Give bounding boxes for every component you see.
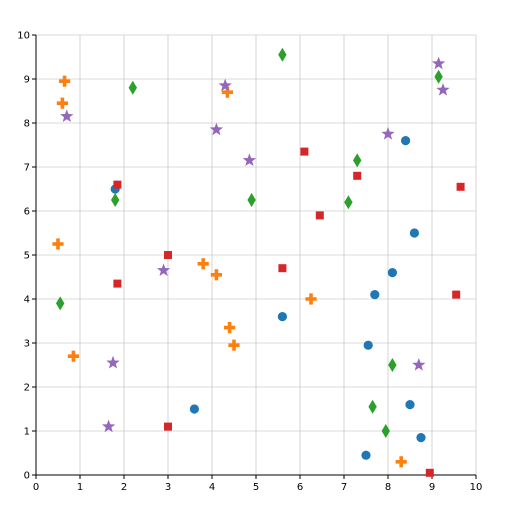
plus-marker bbox=[210, 269, 222, 281]
plus-marker bbox=[52, 238, 64, 250]
diamond-marker bbox=[278, 47, 287, 62]
diamond-marker bbox=[344, 195, 353, 210]
square-marker bbox=[113, 180, 122, 189]
series-diamond bbox=[56, 47, 443, 438]
diamond-marker bbox=[56, 296, 65, 311]
circle-marker bbox=[370, 290, 380, 300]
square-marker bbox=[300, 147, 309, 156]
tick-labels: 0 1 2 3 4 5 6 7 8 9 10 0 1 2 3 4 5 6 7 8 9 10 bbox=[17, 31, 482, 494]
circle-marker bbox=[189, 404, 199, 414]
star-marker bbox=[242, 153, 257, 167]
circle-marker bbox=[405, 400, 415, 410]
square-marker bbox=[315, 211, 324, 220]
circle-marker bbox=[363, 340, 373, 350]
circle-marker bbox=[409, 228, 419, 238]
y-tick-label: 9 bbox=[24, 75, 30, 86]
plus-marker bbox=[305, 293, 317, 305]
diamond-marker bbox=[353, 153, 362, 168]
plus-marker bbox=[395, 456, 407, 468]
plus-marker bbox=[59, 75, 71, 87]
star-marker bbox=[381, 127, 395, 140]
diamond-marker bbox=[247, 193, 256, 207]
y-tick-label: 4 bbox=[24, 295, 30, 306]
circle-marker bbox=[401, 136, 411, 146]
y-tick-label: 6 bbox=[24, 207, 30, 218]
circle-marker bbox=[387, 268, 397, 278]
plus-marker bbox=[221, 86, 233, 98]
series-square bbox=[113, 147, 465, 477]
square-marker bbox=[164, 251, 172, 259]
star-marker bbox=[436, 83, 450, 96]
y-tick-label: 1 bbox=[24, 427, 30, 438]
star-marker bbox=[218, 78, 232, 92]
plus-marker bbox=[56, 97, 68, 109]
data-points bbox=[52, 47, 465, 477]
star-marker bbox=[106, 355, 120, 369]
series-star bbox=[60, 56, 450, 433]
x-tick-label: 7 bbox=[341, 482, 347, 493]
plus-marker bbox=[67, 350, 79, 362]
square-marker bbox=[452, 290, 461, 299]
square-marker bbox=[425, 468, 434, 477]
plus-marker bbox=[197, 258, 209, 270]
x-tick-label: 9 bbox=[429, 482, 435, 493]
y-tick-label: 8 bbox=[24, 119, 30, 130]
diamond-marker bbox=[128, 80, 137, 95]
x-tick-label: 8 bbox=[385, 482, 391, 493]
square-marker bbox=[278, 264, 287, 273]
diamond-marker bbox=[381, 424, 390, 438]
series-plus bbox=[52, 75, 407, 468]
star-marker bbox=[412, 358, 426, 371]
series-circle bbox=[110, 136, 426, 460]
x-tick-label: 1 bbox=[77, 482, 83, 493]
x-tick-label: 0 bbox=[33, 482, 39, 493]
diamond-marker bbox=[388, 358, 397, 372]
star-marker bbox=[101, 419, 116, 433]
star-marker bbox=[60, 109, 74, 123]
x-tick-label: 3 bbox=[165, 482, 171, 493]
plus-marker bbox=[228, 339, 240, 351]
square-marker bbox=[113, 279, 122, 288]
y-tick-label: 0 bbox=[24, 471, 30, 482]
x-tick-label: 2 bbox=[121, 482, 127, 493]
star-marker bbox=[431, 56, 446, 70]
y-tick-label: 10 bbox=[17, 31, 30, 42]
plus-marker bbox=[224, 322, 236, 334]
square-marker bbox=[353, 171, 362, 180]
diamond-marker bbox=[434, 69, 443, 84]
star-marker bbox=[156, 263, 171, 277]
y-tick-label: 2 bbox=[24, 383, 30, 394]
x-tick-label: 6 bbox=[297, 482, 303, 493]
y-tick-label: 7 bbox=[24, 163, 30, 174]
square-marker bbox=[164, 422, 172, 431]
circle-marker bbox=[416, 433, 426, 443]
y-tick-label: 5 bbox=[24, 251, 30, 262]
diamond-marker bbox=[111, 193, 120, 207]
diamond-marker bbox=[368, 399, 377, 414]
circle-marker bbox=[277, 312, 287, 322]
circle-marker bbox=[361, 450, 371, 460]
star-marker bbox=[209, 122, 224, 136]
x-tick-label: 4 bbox=[209, 482, 215, 493]
y-tick-label: 3 bbox=[24, 339, 30, 350]
x-tick-label: 10 bbox=[470, 482, 483, 493]
square-marker bbox=[456, 182, 465, 191]
x-tick-label: 5 bbox=[253, 482, 259, 493]
